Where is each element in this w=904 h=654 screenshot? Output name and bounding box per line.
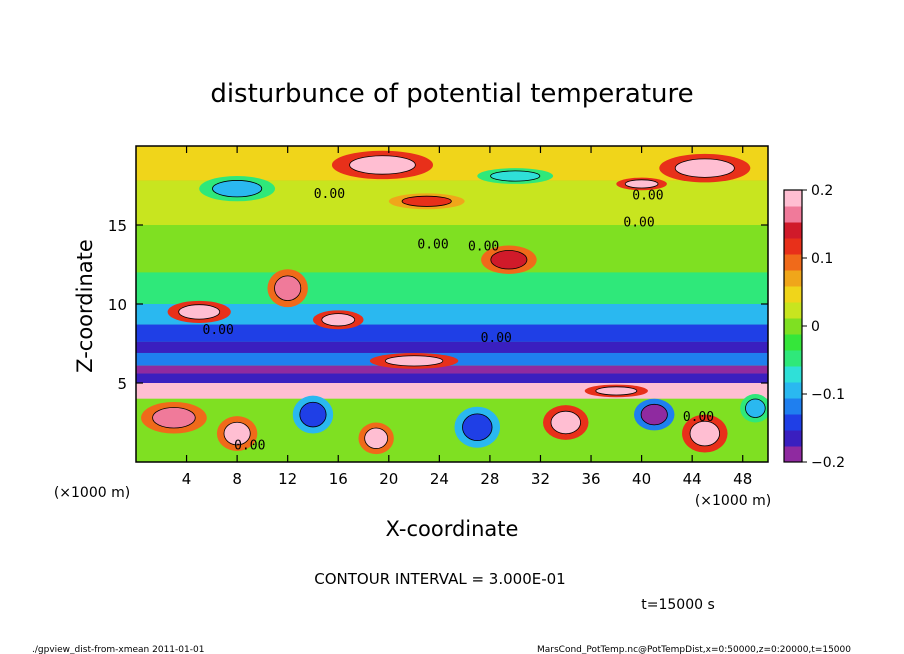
contour-label-3: 0.00 [417,238,448,253]
blob-core-18 [462,413,493,441]
time-text: t=15000 s [641,597,715,613]
blob-core-4 [212,180,263,198]
band-5 [136,324,768,342]
x-tick-label-20: 20 [379,470,398,488]
colorbar-segment-2 [784,414,802,431]
x-unit-label-right: (×1000 m) [695,493,771,509]
contour-label-6: 0.00 [481,331,512,346]
band-3 [136,272,768,304]
colorbar-tick-label-0: 0 [811,319,820,335]
colorbar-segment-5 [784,366,802,383]
band-9 [136,373,768,383]
blob-core-8 [178,304,221,320]
contour-label-8: 0.00 [683,410,714,425]
band-8 [136,365,768,374]
contour-label-0: 0.00 [314,187,345,202]
x-tick-label-12: 12 [278,470,297,488]
colorbar-segment-4 [784,382,802,399]
x-tick-label-4: 4 [182,470,192,488]
footer-left: ./gpview_dist-from-xmean 2011-01-01 [32,645,204,654]
blob-core-11 [595,386,638,396]
y-axis-label: Z-coordinate [73,239,97,373]
blob-core-9 [321,313,356,327]
band-2 [136,225,768,273]
colorbar-segment-16 [784,190,802,207]
chart-title: disturbunce of potential temperature [210,79,693,109]
blob-core-1 [674,158,735,178]
x-tick-label-28: 28 [480,470,499,488]
band-6 [136,341,768,353]
x-axis-label: X-coordinate [386,517,519,541]
colorbar-segment-15 [784,206,802,223]
colorbar-tick-label-0.1: 0.1 [811,251,833,267]
colorbar-segment-6 [784,350,802,367]
colorbar-segment-12 [784,254,802,271]
contour-interval-text: CONTOUR INTERVAL = 3.000E-01 [314,570,565,588]
y-tick-label-10: 10 [108,296,127,314]
colorbar-segment-8 [784,318,802,335]
x-tick-label-8: 8 [232,470,242,488]
colorbar-segment-7 [784,334,802,351]
colorbar-segment-11 [784,270,802,287]
band-10 [136,383,768,399]
blob-core-6 [490,250,528,270]
x-tick-label-32: 32 [531,470,550,488]
colorbar-segment-1 [784,430,802,447]
colorbar: 0.2 0.1 0 −0.1 −0.2 [783,183,845,471]
plot-area: 0.00 0.00 0.00 0.00 0.00 0.00 0.00 0.00 0.00 [136,146,768,462]
blob-core-13 [223,421,251,446]
colorbar-segment-10 [784,286,802,303]
colorbar-tick-label-0.2: 0.2 [811,183,833,199]
blob-core-12 [152,407,196,429]
colorbar-segment-3 [784,398,802,415]
x-tick-label-24: 24 [430,470,449,488]
y-axis: 5 10 15 [108,217,768,393]
colorbar-tick-label-−0.1: −0.1 [811,387,845,403]
colorbar-segment-14 [784,222,802,239]
x-unit-label-left: (×1000 m) [54,485,130,501]
colorbar-segment-9 [784,302,802,319]
colorbar-segment-0 [784,446,802,463]
band-4 [136,304,768,325]
x-tick-label-36: 36 [581,470,600,488]
blob-core-2 [624,179,659,189]
blob-core-7 [274,275,302,301]
blob-core-20 [745,398,766,418]
blob-core-3 [401,195,452,207]
y-tick-label-5: 5 [117,375,127,393]
blob-core-15 [550,410,581,435]
blob-core-0 [349,155,416,175]
blob-core-5 [490,170,541,182]
x-tick-label-48: 48 [733,470,752,488]
blob-core-17 [299,401,327,428]
contour-label-1: 0.00 [632,189,663,204]
contour-label-5: 0.00 [203,323,234,338]
x-tick-label-44: 44 [683,470,702,488]
blob-core-16 [689,420,720,447]
x-tick-label-40: 40 [632,470,651,488]
colorbar-tick-label-−0.2: −0.2 [811,455,845,471]
contour-label-7: 0.00 [234,438,265,453]
blob-core-19 [640,403,668,426]
footer-right: MarsCond_PotTemp.nc@PotTempDist,x=0:5000… [537,645,851,654]
colorbar-segment-13 [784,238,802,255]
x-tick-label-16: 16 [329,470,348,488]
contour-label-2: 0.00 [623,216,654,231]
blob-core-10 [384,355,444,367]
contour-label-4: 0.00 [468,239,499,254]
x-axis: 4 8 12 16 20 24 28 32 36 40 44 48 [182,146,752,488]
blob-core-14 [364,427,389,449]
y-tick-label-15: 15 [108,217,127,235]
